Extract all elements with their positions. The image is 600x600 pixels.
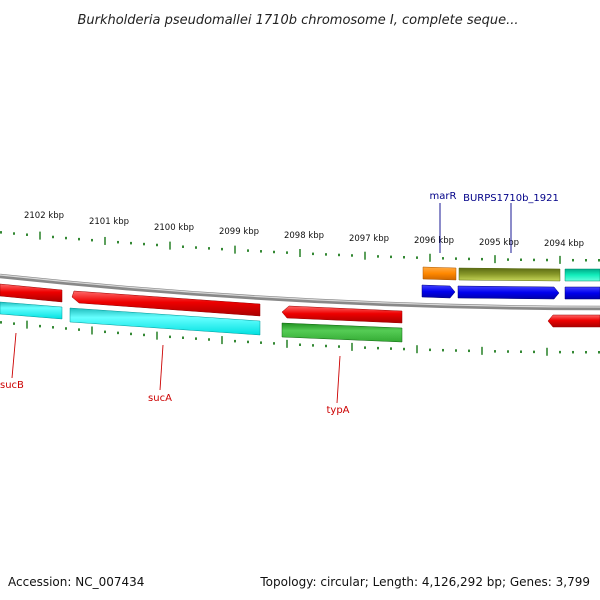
gene-blue-small-feature[interactable] [421, 284, 456, 299]
gene-burps-feature[interactable] [458, 267, 561, 282]
gene-sucB-feature[interactable] [0, 283, 63, 303]
ruler-label-2097: 2097 kbp [349, 234, 389, 244]
chromosome-backbone [0, 273, 600, 311]
gene-label-burps[interactable]: BURPS1710b_1921 [463, 193, 559, 204]
typA-callout-line [336, 355, 341, 404]
ruler-ticks-top [0, 231, 600, 264]
gene-blue-long-feature[interactable] [457, 285, 560, 300]
gene-label-marR[interactable]: marR [430, 191, 457, 202]
ruler-labels: 2102 kbp 2101 kbp 2100 kbp 2099 kbp 2098… [24, 211, 584, 249]
ruler-label-2098: 2098 kbp [284, 231, 324, 241]
ruler-label-2099: 2099 kbp [219, 227, 259, 237]
gene-typA-upper-feature[interactable] [281, 305, 403, 324]
sucB-callout-line [11, 332, 17, 379]
gene-sucA-feature[interactable] [71, 290, 261, 317]
ruler-label-2101: 2101 kbp [89, 217, 129, 227]
gene-sucA-lower-feature[interactable] [69, 307, 261, 336]
gene-typA-feature[interactable] [281, 322, 403, 343]
gene-label-sucA[interactable]: sucA [148, 393, 172, 404]
gene-left-cyan-feature[interactable] [0, 301, 63, 320]
gene-blue-right-feature[interactable] [564, 286, 600, 300]
gene-right-edge-feature[interactable] [564, 268, 600, 282]
ruler-ticks-bottom [0, 320, 600, 356]
sucA-callout-line [159, 344, 164, 391]
ruler-label-2094: 2094 kbp [544, 239, 584, 249]
topology-summary-text: Topology: circular; Length: 4,126,292 bp… [259, 575, 590, 589]
gene-label-typA[interactable]: typA [326, 405, 349, 416]
gene-red-right-feature[interactable] [547, 314, 600, 328]
ruler-label-2102: 2102 kbp [24, 211, 64, 221]
gene-label-sucB[interactable]: sucB [0, 380, 24, 391]
ruler-label-2096: 2096 kbp [414, 236, 454, 246]
map-title: Burkholderia pseudomallei 1710b chromoso… [77, 13, 518, 28]
chromosome-backbone-highlight [0, 274, 600, 308]
accession-text: Accession: NC_007434 [8, 575, 144, 589]
ruler-label-2095: 2095 kbp [479, 238, 519, 248]
gene-marR-feature[interactable] [422, 266, 457, 281]
ruler-label-2100: 2100 kbp [154, 223, 194, 233]
